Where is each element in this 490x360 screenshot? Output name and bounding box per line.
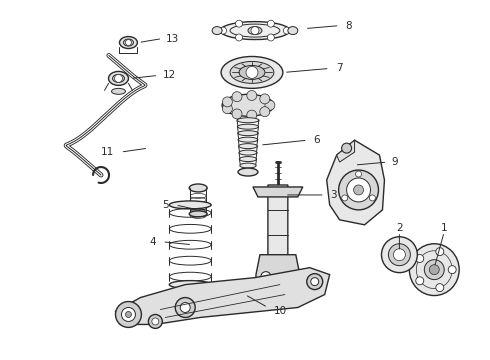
Ellipse shape [189, 211, 207, 217]
Circle shape [429, 265, 439, 275]
Text: 11: 11 [101, 147, 115, 157]
Circle shape [416, 255, 424, 262]
Text: 4: 4 [150, 237, 156, 247]
Text: 8: 8 [345, 21, 352, 31]
Circle shape [424, 260, 444, 280]
Text: 3: 3 [330, 190, 336, 200]
Circle shape [236, 34, 243, 41]
Ellipse shape [222, 94, 274, 116]
Circle shape [122, 307, 135, 321]
Circle shape [251, 27, 259, 35]
Circle shape [261, 272, 271, 282]
Circle shape [356, 171, 362, 177]
Circle shape [247, 90, 257, 100]
Circle shape [342, 143, 352, 153]
Circle shape [311, 278, 319, 285]
Ellipse shape [123, 39, 133, 46]
Polygon shape [116, 268, 330, 324]
Ellipse shape [238, 124, 259, 129]
Ellipse shape [248, 27, 262, 35]
Ellipse shape [221, 57, 283, 88]
Circle shape [175, 298, 195, 318]
Circle shape [232, 92, 242, 102]
Circle shape [260, 107, 270, 117]
Ellipse shape [240, 157, 257, 162]
Circle shape [307, 274, 323, 289]
Ellipse shape [288, 27, 298, 35]
Circle shape [389, 244, 410, 266]
Polygon shape [327, 140, 385, 225]
Circle shape [260, 94, 270, 104]
Circle shape [152, 318, 159, 325]
Circle shape [354, 185, 364, 195]
Circle shape [222, 104, 232, 114]
Circle shape [342, 195, 348, 201]
Circle shape [436, 248, 444, 256]
Circle shape [236, 20, 243, 27]
Ellipse shape [220, 22, 290, 40]
Text: 13: 13 [166, 33, 179, 44]
Ellipse shape [113, 75, 124, 82]
Circle shape [148, 315, 162, 328]
Circle shape [246, 67, 258, 78]
Text: 2: 2 [396, 223, 403, 233]
Ellipse shape [240, 163, 256, 168]
Ellipse shape [239, 150, 257, 155]
Circle shape [125, 311, 131, 318]
Circle shape [436, 284, 444, 292]
Circle shape [115, 75, 122, 82]
Circle shape [265, 100, 275, 110]
Text: 10: 10 [274, 306, 287, 316]
Circle shape [220, 27, 226, 34]
Circle shape [232, 109, 242, 119]
Ellipse shape [237, 118, 259, 123]
Ellipse shape [239, 66, 265, 80]
Circle shape [416, 277, 424, 285]
Ellipse shape [189, 184, 207, 192]
Ellipse shape [409, 244, 459, 296]
Circle shape [339, 170, 378, 210]
Ellipse shape [120, 37, 137, 49]
Ellipse shape [112, 88, 125, 94]
Text: 9: 9 [392, 157, 398, 167]
Circle shape [125, 40, 131, 45]
Ellipse shape [238, 168, 258, 176]
Text: 12: 12 [162, 71, 175, 80]
Text: 6: 6 [314, 135, 320, 145]
Circle shape [448, 266, 456, 274]
Circle shape [268, 20, 274, 27]
Circle shape [346, 178, 370, 202]
Text: 7: 7 [336, 63, 343, 73]
Ellipse shape [238, 131, 258, 136]
Ellipse shape [238, 137, 258, 142]
Ellipse shape [169, 280, 211, 289]
Circle shape [180, 302, 190, 312]
Circle shape [268, 34, 274, 41]
Polygon shape [256, 255, 300, 289]
Polygon shape [268, 185, 288, 285]
Circle shape [283, 27, 290, 34]
Text: 1: 1 [441, 223, 447, 233]
Circle shape [369, 195, 375, 201]
Circle shape [393, 249, 405, 261]
Circle shape [285, 272, 295, 282]
Ellipse shape [169, 201, 211, 209]
Ellipse shape [212, 27, 222, 35]
Ellipse shape [239, 144, 257, 149]
Polygon shape [253, 187, 303, 197]
Ellipse shape [230, 62, 274, 84]
Ellipse shape [108, 71, 128, 85]
Polygon shape [337, 140, 355, 162]
Circle shape [382, 237, 417, 273]
Circle shape [222, 97, 232, 107]
Text: 5: 5 [163, 200, 169, 210]
Circle shape [116, 302, 142, 328]
Circle shape [247, 110, 257, 120]
